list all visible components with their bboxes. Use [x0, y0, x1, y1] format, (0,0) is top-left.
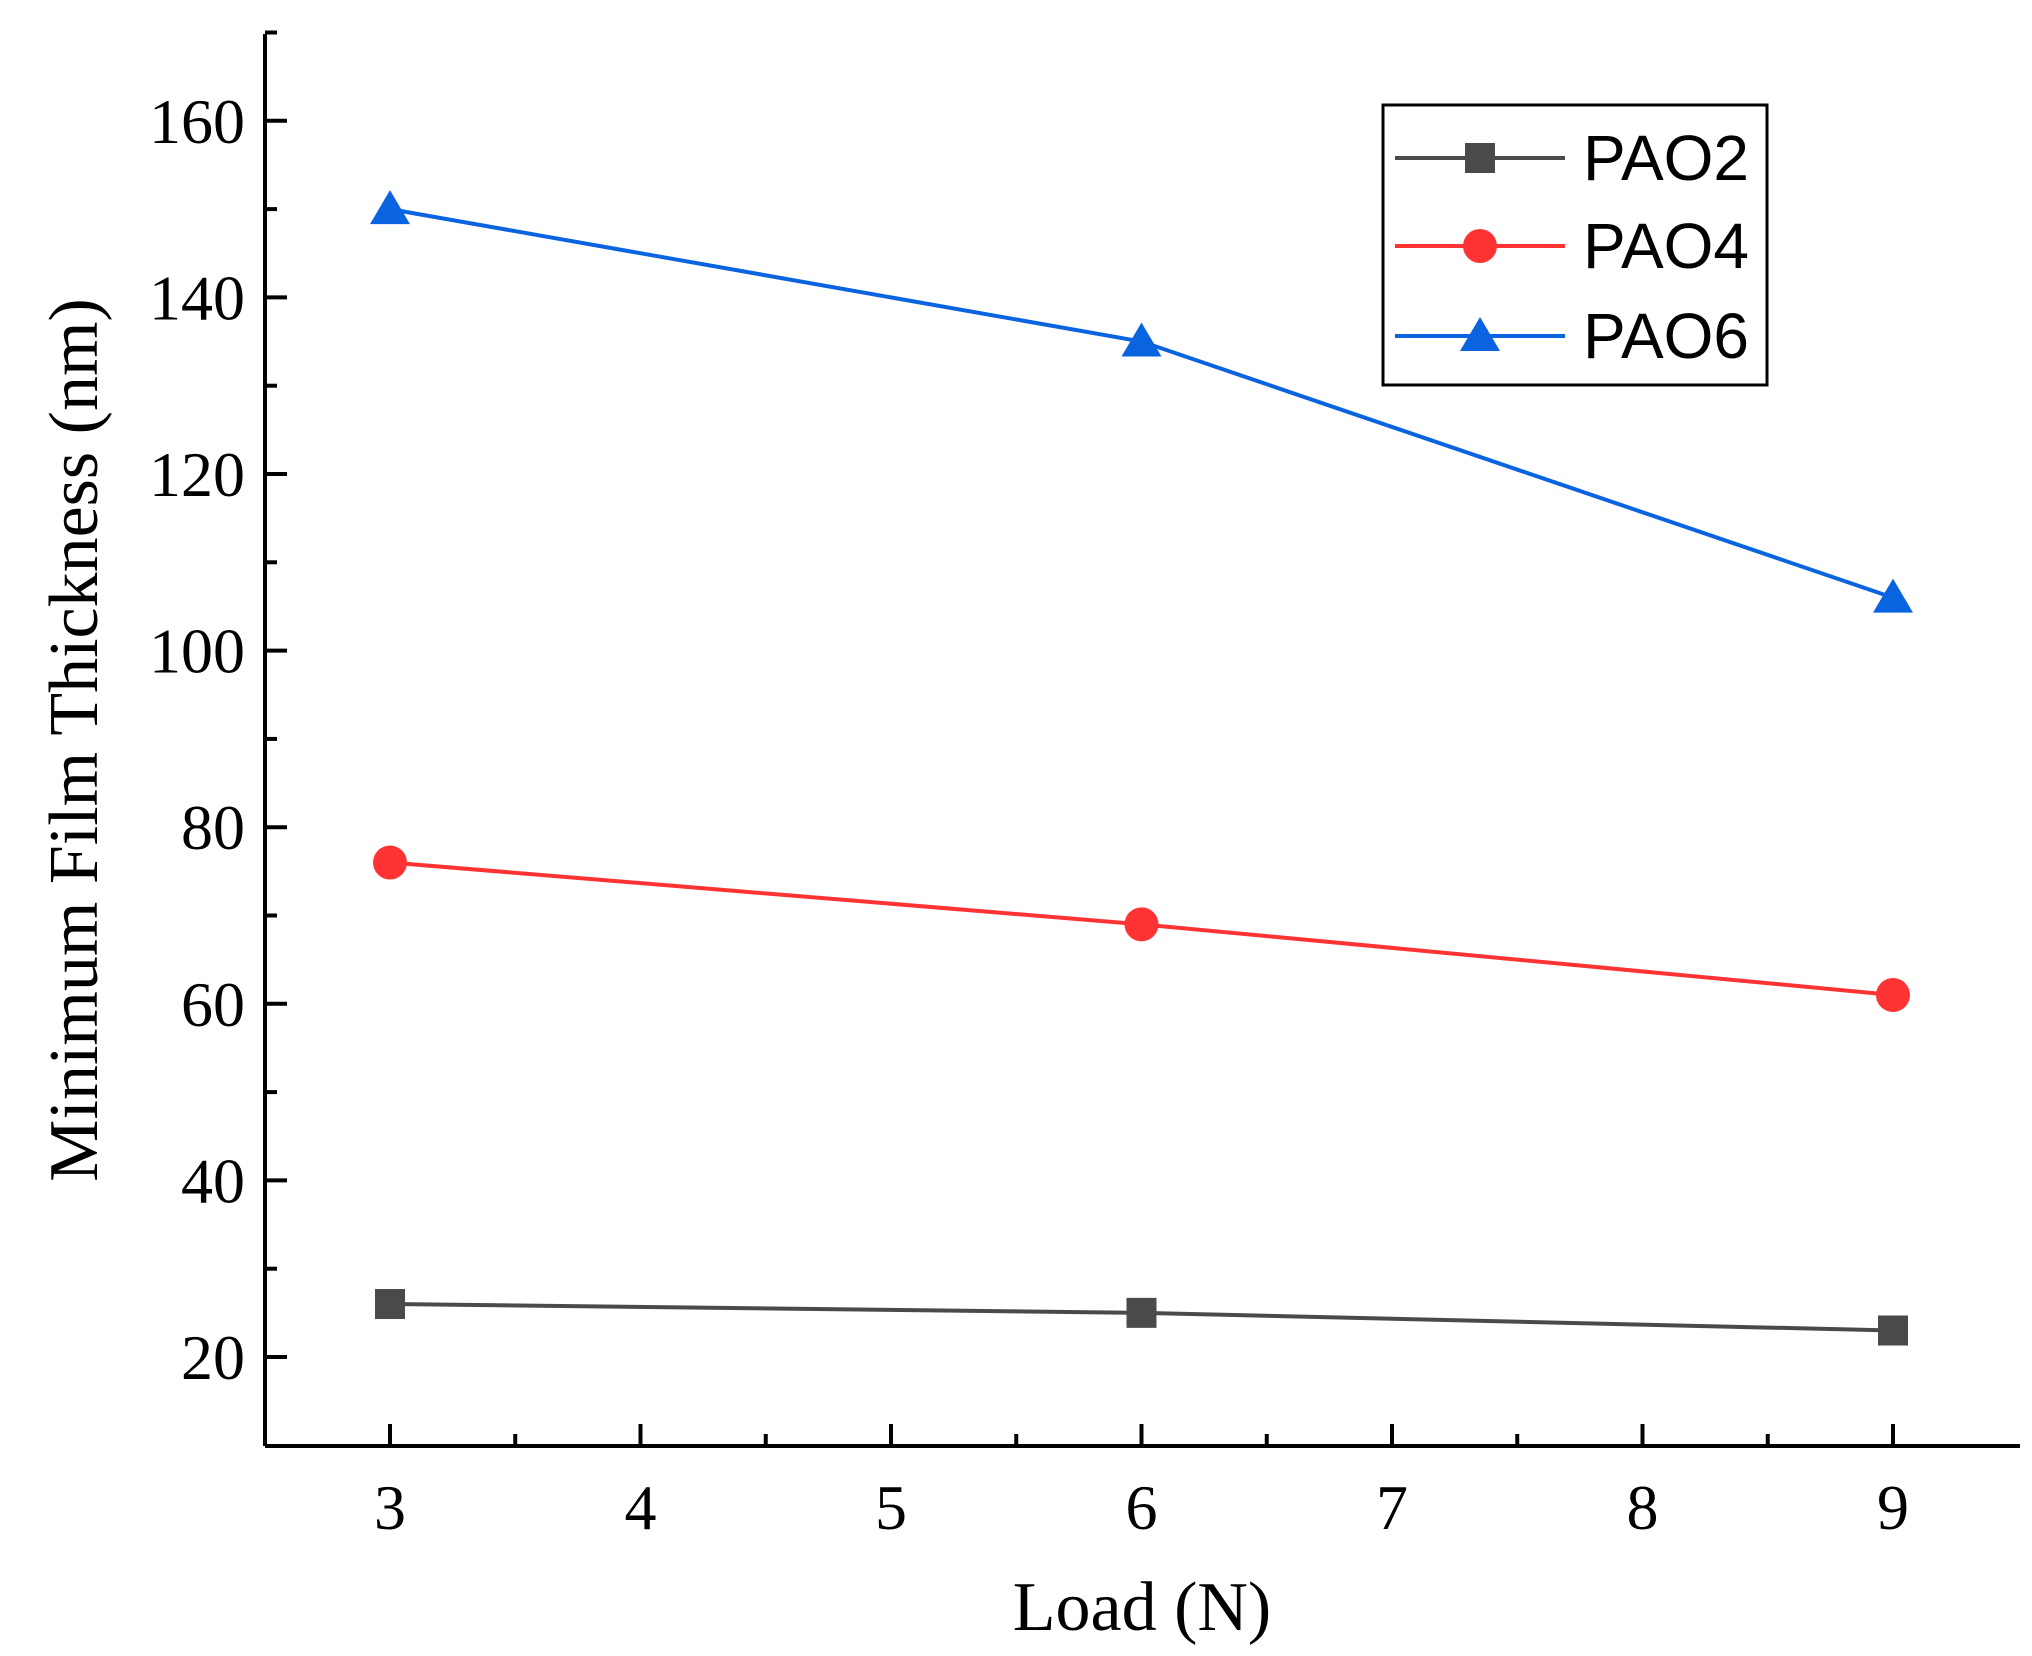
- y-tick-label: 80: [181, 792, 245, 863]
- data-point-pao4: [1124, 907, 1159, 942]
- y-tick-label: 100: [149, 616, 245, 687]
- legend: PAO2 PAO4 PAO6: [1381, 103, 1769, 387]
- legend-label-pao2: PAO2: [1583, 122, 1749, 194]
- legend-marker-pao2: [1465, 143, 1495, 173]
- y-tick-label: 40: [181, 1145, 245, 1216]
- y-tick-label: 60: [181, 969, 245, 1040]
- series: [370, 190, 1913, 1346]
- data-point-pao4: [1876, 977, 1910, 1012]
- x-tick-label: 8: [1627, 1472, 1659, 1543]
- x-tick-label: 6: [1126, 1472, 1158, 1543]
- x-tick-label: 7: [1376, 1472, 1408, 1543]
- legend-marker-pao6: [1460, 317, 1500, 351]
- data-point-pao2: [1126, 1297, 1157, 1328]
- data-point-pao6: [1121, 322, 1162, 357]
- y-tick-label: 140: [149, 262, 245, 333]
- series-pao4: [373, 845, 1910, 1012]
- y-axis-title: Minimum Film Thickness (nm): [36, 298, 113, 1181]
- data-point-pao4: [373, 845, 407, 880]
- data-point-pao6: [1873, 578, 1913, 613]
- x-axis-title: Load (N): [1013, 1569, 1272, 1646]
- x-tick-label: 3: [374, 1472, 406, 1543]
- series-pao6: [370, 190, 1913, 613]
- y-tick-label: 20: [181, 1322, 245, 1393]
- series-pao2: [375, 1289, 1908, 1346]
- data-point-pao6: [370, 190, 410, 225]
- x-tick-label: 5: [875, 1472, 907, 1543]
- legend-marker-pao4: [1463, 229, 1497, 263]
- legend-label-pao4: PAO4: [1583, 210, 1749, 282]
- y-tick-label: 160: [149, 86, 245, 157]
- x-tick-label: 9: [1877, 1472, 1909, 1543]
- data-point-pao2: [1878, 1315, 1908, 1346]
- y-tick-label: 120: [149, 439, 245, 510]
- data-point-pao2: [375, 1289, 405, 1320]
- x-tick-label: 4: [625, 1472, 657, 1543]
- ticks: 3 4 5 6 7 8 9 20 40 60 80 100 120 140 160: [149, 30, 1909, 1543]
- legend-label-pao6: PAO6: [1583, 300, 1749, 372]
